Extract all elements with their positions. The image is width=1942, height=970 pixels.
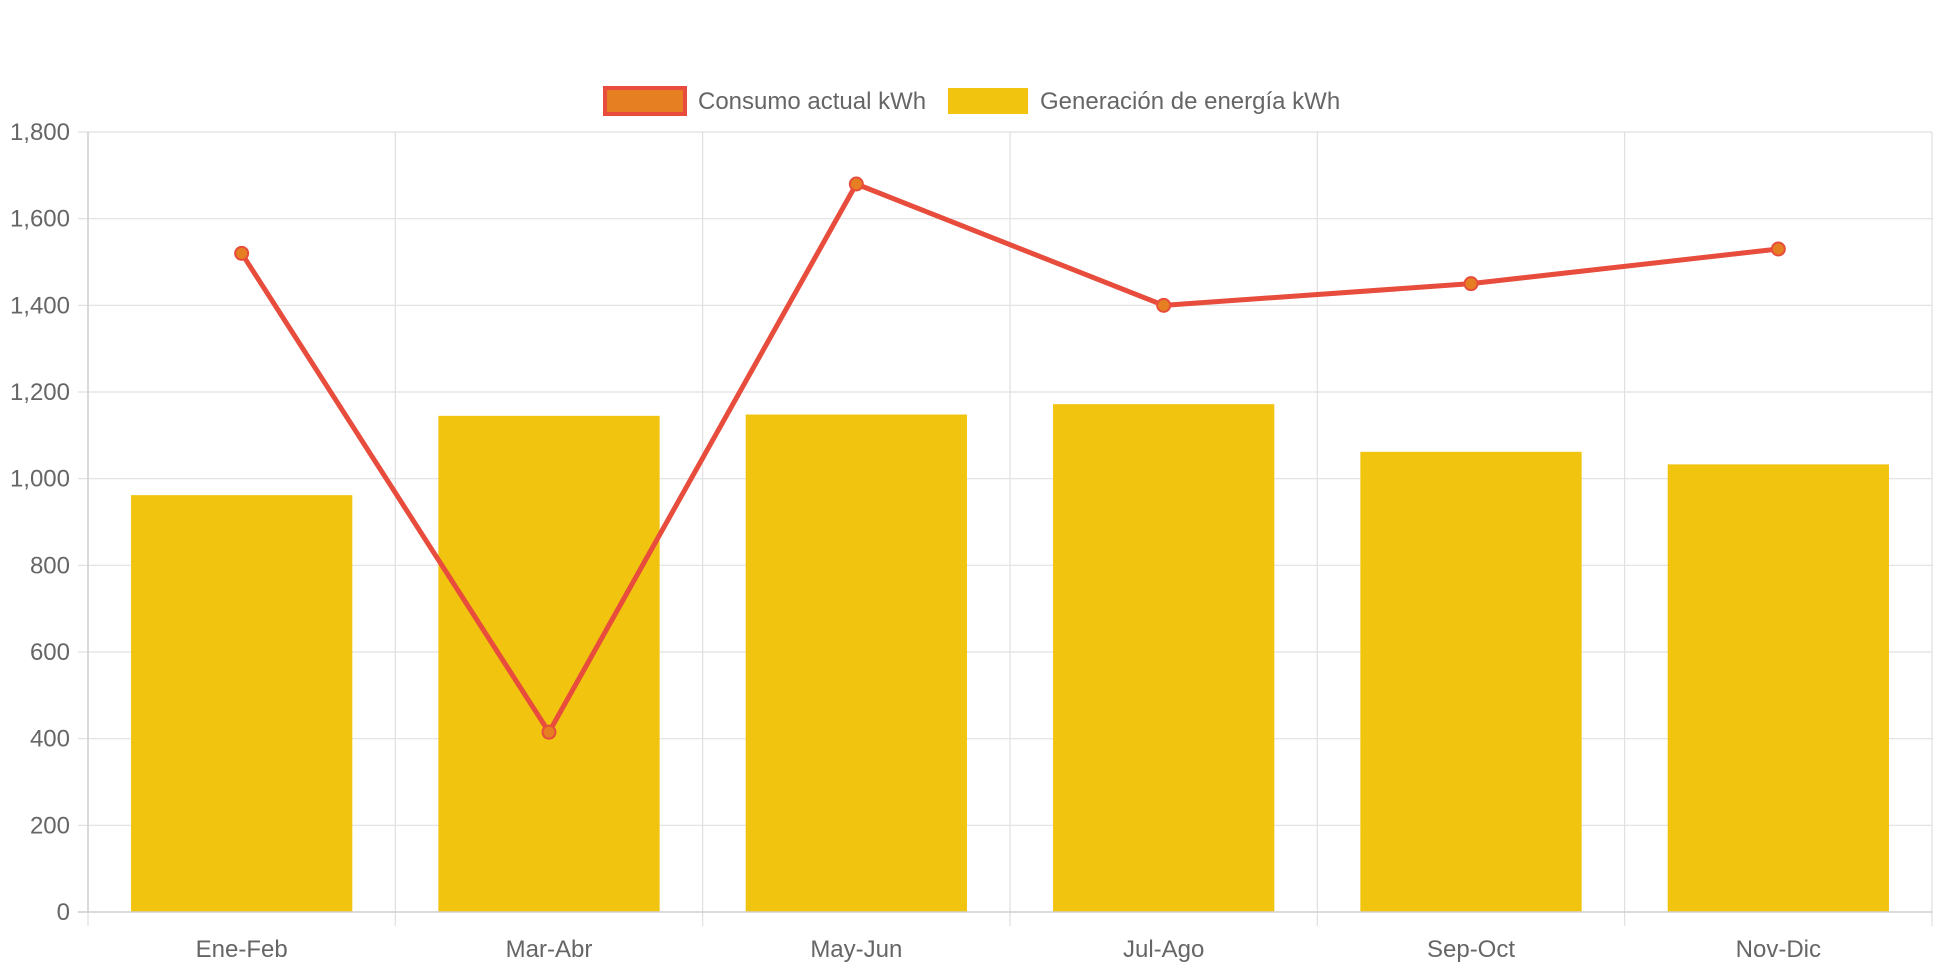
y-tick-label: 800 [30, 552, 70, 579]
axes-layer [78, 132, 1932, 913]
x-tick-label: Jul-Ago [1123, 936, 1204, 963]
bar-generacion[interactable] [438, 415, 660, 912]
point-consumo[interactable] [1463, 276, 1479, 292]
point-consumo[interactable] [541, 724, 557, 740]
y-tick-label: 1,200 [10, 379, 70, 406]
point-consumo[interactable] [234, 245, 250, 261]
y-tick-label: 400 [30, 726, 70, 753]
bar-generacion[interactable] [1360, 451, 1582, 912]
point-consumo[interactable] [1156, 297, 1172, 313]
legend-label-generacion: Generación de energía kWh [1040, 88, 1340, 115]
x-tick-label: Sep-Oct [1427, 936, 1515, 963]
points-layer [234, 176, 1786, 740]
y-tick-label: 0 [57, 899, 70, 926]
x-tick-label: Nov-Dic [1736, 936, 1821, 963]
line-layer [239, 181, 1779, 735]
y-tick-label: 1,400 [10, 292, 70, 319]
bar-generacion[interactable] [131, 495, 353, 912]
bar-generacion[interactable] [745, 414, 967, 912]
y-tick-label: 1,800 [10, 119, 70, 146]
y-tick-label: 1,600 [10, 206, 70, 233]
x-tick-label: Mar-Abr [506, 936, 593, 963]
bar-generacion[interactable] [1053, 404, 1275, 912]
legend-item-consumo[interactable]: Consumo actual kWh [603, 86, 926, 116]
x-tick-label: Ene-Feb [196, 936, 288, 963]
grid-layer [78, 131, 1933, 926]
bars-layer [131, 404, 1889, 912]
line-consumo [239, 181, 1779, 735]
legend-swatch-consumo [603, 86, 687, 116]
legend-swatch-generacion [948, 88, 1028, 114]
y-tick-label: 200 [30, 812, 70, 839]
point-consumo[interactable] [1770, 241, 1786, 257]
y-tick-label: 1,000 [10, 466, 70, 493]
y-tick-label: 600 [30, 639, 70, 666]
legend-label-consumo: Consumo actual kWh [698, 88, 926, 115]
legend-item-generacion[interactable]: Generación de energía kWh [948, 88, 1340, 115]
legend[interactable]: Consumo actual kWh Generación de energía… [603, 86, 1340, 116]
point-consumo[interactable] [848, 176, 864, 192]
x-tick-label: May-Jun [810, 936, 902, 963]
ticks-layer: 0 200 400 600 800 1,000 1,200 1,400 1,600 1,800 En… [10, 119, 1821, 963]
bar-generacion[interactable] [1667, 464, 1889, 912]
